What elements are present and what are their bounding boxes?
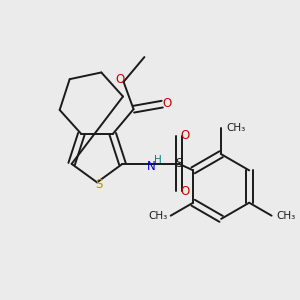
Text: O: O xyxy=(116,73,125,86)
Text: H: H xyxy=(154,155,161,165)
Text: S: S xyxy=(176,158,183,170)
Text: CH₃: CH₃ xyxy=(148,211,167,221)
Text: O: O xyxy=(181,129,190,142)
Text: O: O xyxy=(181,185,190,199)
Text: S: S xyxy=(95,178,102,191)
Text: N: N xyxy=(147,160,155,172)
Text: O: O xyxy=(163,97,172,110)
Text: CH₃: CH₃ xyxy=(226,123,245,133)
Text: CH₃: CH₃ xyxy=(277,211,296,221)
